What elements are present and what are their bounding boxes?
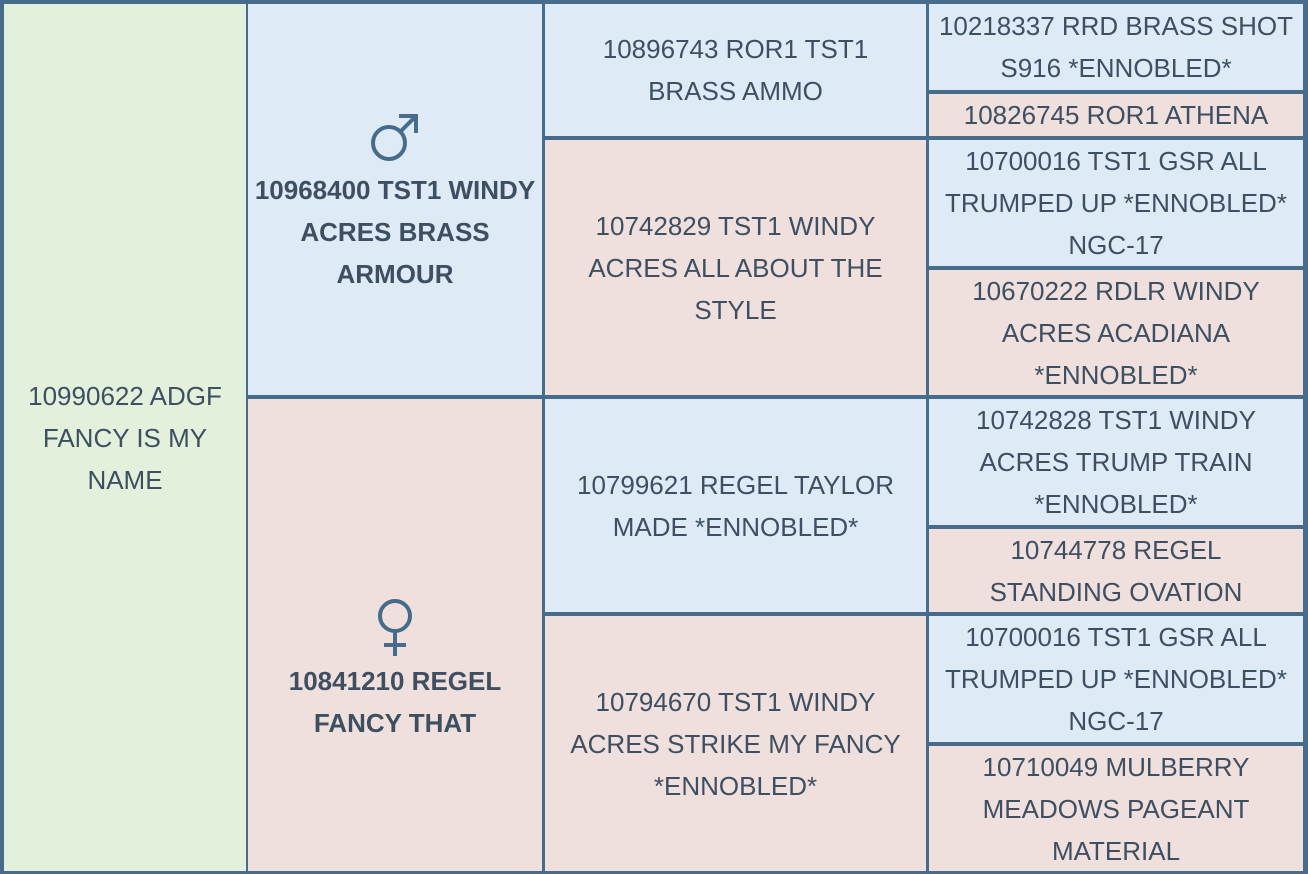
border-bottom (0, 871, 1308, 874)
divider-grandparents-bottom (545, 612, 1308, 616)
paternal-granddam-cell: 10742829 TST1 WINDY ACRES ALL ABOUT THE … (545, 140, 926, 395)
subject-name: 10990622 ADGF FANCY IS MY NAME (28, 380, 222, 495)
male-symbol-icon (365, 107, 425, 167)
border-left (0, 0, 4, 874)
divider-gg-4 (929, 742, 1308, 746)
paternal-grandsire-name: 10896743 ROR1 TST1 BRASS AMMO (602, 34, 869, 106)
divider-grandparents-top (545, 136, 1308, 140)
ggd-2-cell: 10670222 RDLR WINDY ACRES ACADIANA *ENNO… (929, 270, 1303, 395)
ggs-2-name: 10700016 TST1 GSR ALL TRUMPED UP *ENNOBL… (945, 146, 1287, 260)
ggs-1-cell: 10218337 RRD BRASS SHOT S916 *ENNOBLED* (929, 4, 1303, 90)
ggd-4-name: 10710049 MULBERRY MEADOWS PAGEANT MATERI… (982, 751, 1250, 866)
divider-col-2 (542, 0, 545, 874)
border-top (0, 0, 1308, 4)
maternal-grandsire-cell: 10799621 REGEL TAYLOR MADE *ENNOBLED* (545, 399, 926, 612)
maternal-granddam-cell: 10794670 TST1 WINDY ACRES STRIKE MY FANC… (545, 616, 926, 871)
border-right (1303, 0, 1308, 874)
dam-cell: 10841210 REGEL FANCY THAT (248, 399, 542, 871)
divider-gg-3 (929, 525, 1308, 529)
ggs-1-name: 10218337 RRD BRASS SHOT S916 *ENNOBLED* (938, 11, 1294, 83)
ggd-3-name: 10744778 REGEL STANDING OVATION (989, 534, 1243, 607)
sire-name: 10968400 TST1 WINDY ACRES BRASS ARMOUR (254, 174, 536, 289)
ggd-1-name: 10826745 ROR1 ATHENA (963, 100, 1269, 130)
sire-cell: 10968400 TST1 WINDY ACRES BRASS ARMOUR (248, 4, 542, 395)
divider-gg-2 (929, 266, 1308, 270)
subject-cell: 10990622 ADGF FANCY IS MY NAME (4, 4, 246, 871)
ggd-3-cell: 10744778 REGEL STANDING OVATION (929, 529, 1303, 612)
divider-parents (248, 395, 1308, 399)
ggd-4-cell: 10710049 MULBERRY MEADOWS PAGEANT MATERI… (929, 746, 1303, 871)
ggd-1-cell: 10826745 ROR1 ATHENA (929, 94, 1303, 136)
ggs-2-cell: 10700016 TST1 GSR ALL TRUMPED UP *ENNOBL… (929, 140, 1303, 266)
maternal-grandsire-name: 10799621 REGEL TAYLOR MADE *ENNOBLED* (576, 469, 894, 542)
female-symbol-icon (365, 596, 425, 660)
ggd-2-name: 10670222 RDLR WINDY ACRES ACADIANA *ENNO… (972, 275, 1260, 390)
maternal-granddam-name: 10794670 TST1 WINDY ACRES STRIKE MY FANC… (570, 686, 901, 801)
paternal-grandsire-cell: 10896743 ROR1 TST1 BRASS AMMO (545, 4, 926, 136)
dam-name: 10841210 REGEL FANCY THAT (288, 666, 502, 738)
ggs-3-cell: 10742828 TST1 WINDY ACRES TRUMP TRAIN *E… (929, 399, 1303, 525)
ggs-4-name: 10700016 TST1 GSR ALL TRUMPED UP *ENNOBL… (945, 622, 1287, 736)
divider-gg-1 (929, 90, 1308, 94)
ggs-3-name: 10742828 TST1 WINDY ACRES TRUMP TRAIN *E… (976, 405, 1256, 519)
ggs-4-cell: 10700016 TST1 GSR ALL TRUMPED UP *ENNOBL… (929, 616, 1303, 742)
divider-col-1 (246, 0, 248, 874)
divider-col-3 (926, 0, 929, 874)
paternal-granddam-name: 10742829 TST1 WINDY ACRES ALL ABOUT THE … (588, 210, 883, 325)
